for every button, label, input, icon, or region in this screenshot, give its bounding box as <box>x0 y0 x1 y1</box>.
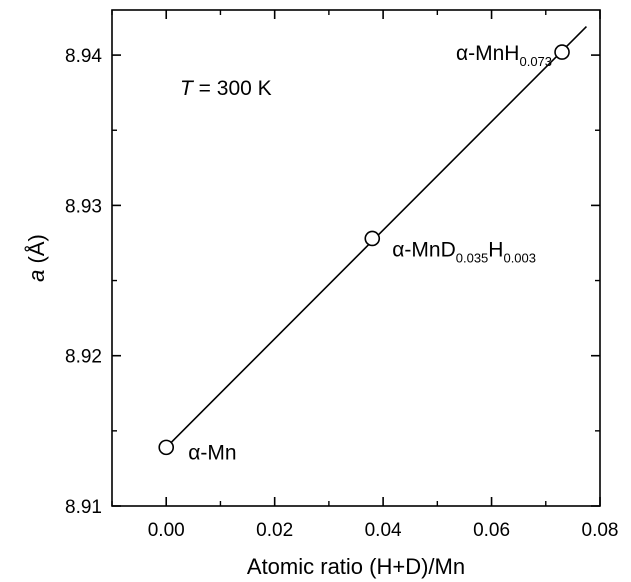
y-tick-label: 8.91 <box>65 497 102 518</box>
temperature-value: = 300 K <box>193 77 272 100</box>
y-axis-ticks: 8.91 8.92 8.93 8.94 <box>65 46 600 518</box>
point-label: α-MnD0.035H0.003 <box>392 238 536 265</box>
x-tick-label: 0.08 <box>582 520 619 541</box>
point-label-text: α-MnH <box>456 42 519 65</box>
y-axis-title: a (Å) <box>24 234 49 282</box>
y-tick-label: 8.94 <box>65 46 102 67</box>
point-label: α-Mn <box>188 441 236 464</box>
data-point <box>364 230 381 247</box>
data-point <box>554 44 570 60</box>
x-tick-label: 0.00 <box>148 520 185 541</box>
y-tick-label: 8.92 <box>65 347 102 368</box>
temperature-variable: T <box>180 77 195 100</box>
point-label-subscript: 0.003 <box>503 250 536 265</box>
y-tick-label: 8.93 <box>65 196 102 217</box>
x-axis-ticks: 0.00 0.02 0.04 0.06 0.08 <box>111 10 619 541</box>
temperature-annotation: T = 300 K <box>180 77 272 100</box>
y-axis-title-unit: (Å) <box>24 234 49 269</box>
point-label: α-MnH0.073 <box>456 42 552 69</box>
x-tick-label: 0.04 <box>365 520 402 541</box>
point-label-subscript: 0.073 <box>519 54 552 69</box>
data-points <box>158 44 570 456</box>
plot-frame <box>111 9 601 507</box>
x-axis-title: Atomic ratio (H+D)/Mn <box>247 554 465 579</box>
point-labels: α-Mn α-MnD0.035H0.003 α-MnH0.073 <box>188 42 552 464</box>
data-point <box>158 439 175 456</box>
y-axis-title-variable: a <box>24 270 49 282</box>
point-label-text: H <box>488 238 503 261</box>
point-label-subscript: 0.035 <box>456 250 489 265</box>
point-label-text: α-MnD <box>392 238 455 261</box>
point-label-text: α-Mn <box>188 441 236 464</box>
x-tick-label: 0.06 <box>473 520 510 541</box>
x-tick-label: 0.02 <box>256 520 293 541</box>
